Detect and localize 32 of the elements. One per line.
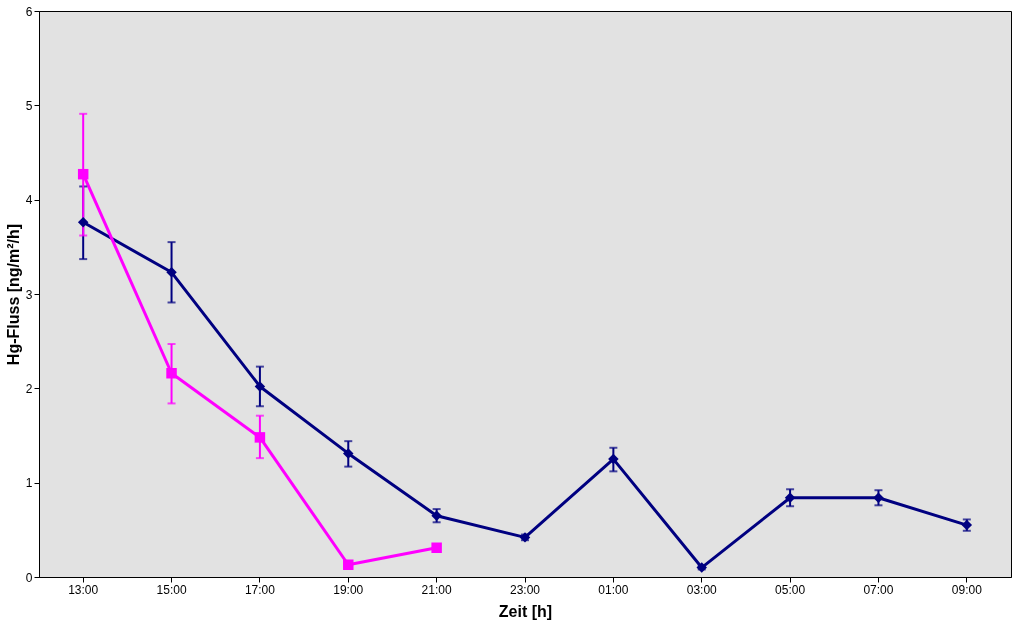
point	[166, 267, 177, 278]
y-tick-label: 6	[25, 4, 33, 19]
point	[254, 381, 266, 392]
y-tick-label: 5	[25, 98, 33, 113]
y-tick-label: 3	[25, 287, 33, 302]
x-tick-label: 05:00	[775, 582, 806, 597]
x-tick-label: 21:00	[421, 582, 452, 597]
x-tick-label: 01:00	[598, 582, 629, 597]
x-tick-label: 03:00	[686, 582, 718, 597]
point	[343, 448, 354, 459]
point	[431, 542, 442, 553]
point	[166, 368, 177, 379]
point	[343, 559, 354, 570]
x-tick-label: 19:00	[333, 582, 364, 597]
x-tick-label: 09:00	[951, 582, 983, 597]
y-tick-label: 4	[25, 193, 33, 208]
x-axis-title: Zeit [h]	[498, 602, 553, 620]
point	[77, 217, 89, 228]
x-tick-label: 23:00	[509, 582, 541, 597]
point	[784, 492, 796, 503]
point	[608, 453, 619, 465]
y-axis-title: Hg-Fluss [ng/m²/h]	[4, 223, 22, 366]
point	[77, 168, 89, 180]
y-tick-label: 0	[25, 570, 33, 585]
x-tick-label: 15:00	[156, 582, 187, 597]
y-tick-label: 1	[25, 476, 33, 491]
x-tick-label: 07:00	[863, 582, 894, 597]
point	[254, 432, 266, 443]
x-tick-label: 17:00	[244, 582, 276, 597]
x-tick-label: 13:00	[68, 582, 99, 597]
point	[873, 492, 884, 503]
y-tick-label: 2	[25, 381, 33, 396]
